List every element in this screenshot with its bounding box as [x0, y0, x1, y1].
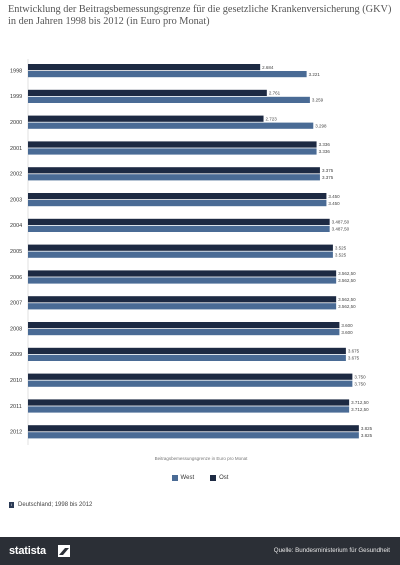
category-label: 2010 [10, 378, 22, 384]
category-label: 1998 [10, 68, 22, 74]
bar-ost[interactable] [28, 322, 340, 329]
data-label-ost: 3.675 [348, 349, 360, 354]
data-label-west: 3.336 [319, 149, 331, 154]
bar-ost[interactable] [28, 218, 330, 225]
bar-west[interactable] [28, 277, 337, 284]
chart-title: Entwicklung der Beitragsbemessungsgrenze… [8, 4, 392, 27]
data-label-west: 3.487,50 [332, 227, 350, 232]
region-note-text: Deutschland; 1998 bis 2012 [18, 502, 93, 508]
data-label-west: 3.675 [348, 356, 360, 361]
bar-ost[interactable] [28, 64, 261, 71]
data-label-ost: 3.712,50 [351, 400, 369, 405]
category-label: 2002 [10, 172, 22, 178]
category-label: 2011 [10, 404, 22, 410]
data-label-ost: 3.750 [354, 374, 366, 379]
source-text: Quelle: Bundesministerium für Gesundheit [273, 547, 390, 554]
category-label: 2000 [10, 120, 22, 126]
info-icon: i [9, 502, 14, 508]
data-label-west: 3.221 [309, 72, 321, 77]
data-label-west: 3.562,50 [338, 278, 356, 283]
bar-ost[interactable] [28, 244, 333, 251]
chart-area: 1998 2.684 3.221 1999 2.761 3.259 2000 2.723 3.2… [0, 55, 400, 475]
bar-west[interactable] [28, 71, 307, 78]
data-label-ost: 3.825 [361, 426, 373, 431]
data-label-west: 3.525 [335, 252, 347, 257]
x-axis-label: Beitragsbemessungsgrenze in Euro pro Mon… [154, 456, 248, 461]
bar-west[interactable] [28, 148, 317, 155]
legend-label-west: West [180, 475, 195, 481]
legend-item-west[interactable]: West [171, 475, 195, 481]
data-label-ost: 3.600 [341, 323, 353, 328]
data-label-west: 3.298 [315, 123, 327, 128]
category-label: 2005 [10, 249, 22, 255]
bar-west[interactable] [28, 432, 359, 439]
bar-west[interactable] [28, 251, 333, 258]
bar-ost[interactable] [28, 141, 317, 148]
data-label-ost: 2.761 [269, 91, 281, 96]
bar-ost[interactable] [28, 347, 346, 354]
category-label: 2008 [10, 326, 22, 332]
bar-west[interactable] [28, 200, 327, 207]
legend-item-ost[interactable]: Ost [210, 475, 228, 481]
bar-ost[interactable] [28, 373, 353, 380]
statista-logo-icon [58, 545, 70, 557]
data-label-west: 3.712,50 [351, 407, 369, 412]
bar-ost[interactable] [28, 89, 267, 96]
legend-swatch-west [171, 475, 178, 481]
legend-label-ost: Ost [219, 475, 229, 481]
footer-bar: statista Quelle: Bundesministerium für G… [0, 537, 400, 565]
data-label-west: 3.825 [361, 433, 373, 438]
chart-svg: 1998 2.684 3.221 1999 2.761 3.259 2000 2.723 3.2… [10, 59, 373, 445]
data-label-ost: 3.525 [335, 245, 347, 250]
data-label-ost: 3.562,50 [338, 297, 356, 302]
bar-ost[interactable] [28, 399, 350, 406]
category-label: 2006 [10, 275, 22, 281]
data-label-west: 3.562,50 [338, 304, 356, 309]
bar-west[interactable] [28, 354, 346, 361]
category-label: 1999 [10, 94, 22, 100]
bar-west[interactable] [28, 225, 330, 232]
data-label-ost: 2.684 [262, 65, 274, 70]
category-label: 2003 [10, 197, 22, 203]
category-label: 2012 [10, 430, 22, 436]
data-label-west: 3.750 [354, 381, 366, 386]
data-label-ost: 3.375 [322, 168, 334, 173]
data-label-ost: 3.562,50 [338, 271, 356, 276]
legend: West Ost [0, 475, 400, 481]
category-label: 2009 [10, 352, 22, 358]
legend-swatch-ost [210, 475, 217, 481]
category-label: 2001 [10, 146, 22, 152]
bar-west[interactable] [28, 174, 320, 181]
data-label-west: 3.375 [322, 175, 334, 180]
bar-ost[interactable] [28, 425, 359, 432]
bar-west[interactable] [28, 329, 340, 336]
bar-ost[interactable] [28, 296, 337, 303]
data-label-ost: 3.336 [319, 142, 331, 147]
data-label-west: 3.450 [328, 201, 340, 206]
bar-ost[interactable] [28, 167, 320, 174]
bar-west[interactable] [28, 380, 353, 387]
bar-chart: 1998 2.684 3.221 1999 2.761 3.259 2000 2.723 3.2… [0, 55, 400, 455]
category-label: 2004 [10, 223, 22, 229]
data-label-west: 3.259 [312, 98, 324, 103]
bar-west[interactable] [28, 406, 350, 413]
data-label-ost: 2.723 [266, 116, 278, 121]
brand-logo[interactable]: statista [9, 545, 46, 557]
bar-ost[interactable] [28, 115, 264, 122]
bar-west[interactable] [28, 122, 314, 129]
data-label-ost: 3.487,50 [332, 220, 350, 225]
bar-west[interactable] [28, 303, 337, 310]
data-label-west: 3.600 [341, 330, 353, 335]
data-label-ost: 3.450 [328, 194, 340, 199]
bar-west[interactable] [28, 96, 310, 103]
bar-ost[interactable] [28, 193, 327, 200]
region-note: i Deutschland; 1998 bis 2012 [9, 502, 92, 508]
bar-ost[interactable] [28, 270, 337, 277]
category-label: 2007 [10, 301, 22, 307]
